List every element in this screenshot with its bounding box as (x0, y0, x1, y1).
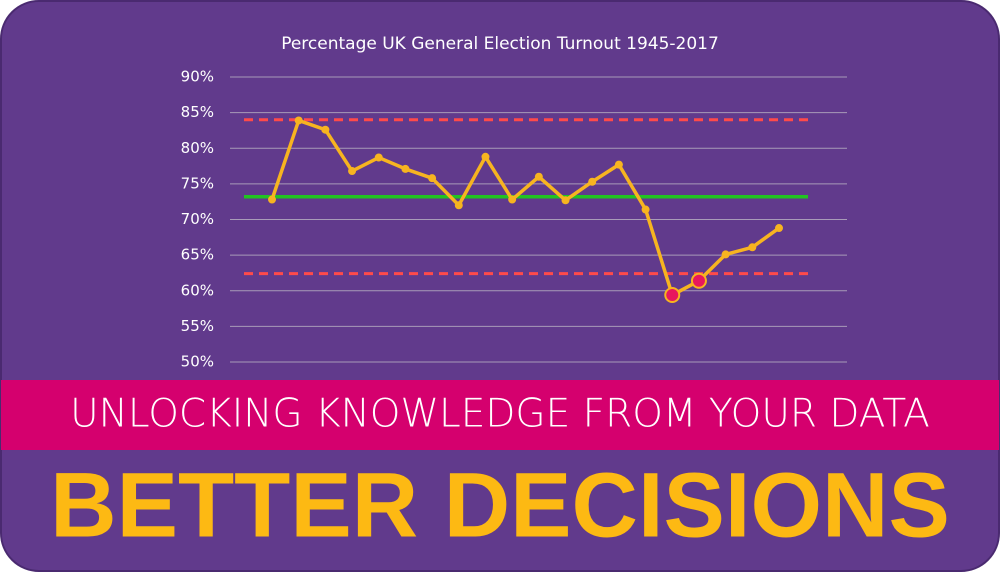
point (428, 174, 437, 183)
point (481, 152, 490, 161)
point (348, 167, 357, 176)
y-tick-label: 75% (181, 174, 214, 192)
point (588, 177, 597, 186)
point (641, 205, 650, 214)
y-tick-label: 85% (181, 103, 214, 121)
y-tick-label: 90% (181, 68, 214, 86)
point (748, 243, 757, 252)
y-tick-label: 60% (181, 281, 214, 299)
point (401, 164, 410, 173)
point (321, 125, 330, 134)
y-tick-label: 70% (181, 210, 214, 228)
point (294, 116, 303, 125)
point (775, 224, 783, 233)
point (721, 250, 730, 259)
headline: BETTER DECISIONS (50, 454, 950, 556)
outlier-point (664, 287, 681, 304)
outlier-point (690, 272, 707, 289)
y-tick-label: 65% (181, 246, 214, 264)
chart-title: Percentage UK General Election Turnout 1… (281, 34, 719, 54)
point (268, 195, 276, 204)
point (508, 195, 517, 204)
y-tick-label: 55% (181, 317, 214, 335)
tagline-band (1, 380, 999, 450)
y-tick-label: 80% (181, 139, 214, 157)
point (374, 153, 383, 162)
point (614, 160, 623, 169)
point (454, 201, 463, 210)
tagline: UNLOCKING KNOWLEDGE FROM YOUR DATA (70, 392, 930, 437)
point (561, 196, 570, 205)
y-tick-label: 50% (181, 353, 214, 371)
point (534, 172, 543, 181)
